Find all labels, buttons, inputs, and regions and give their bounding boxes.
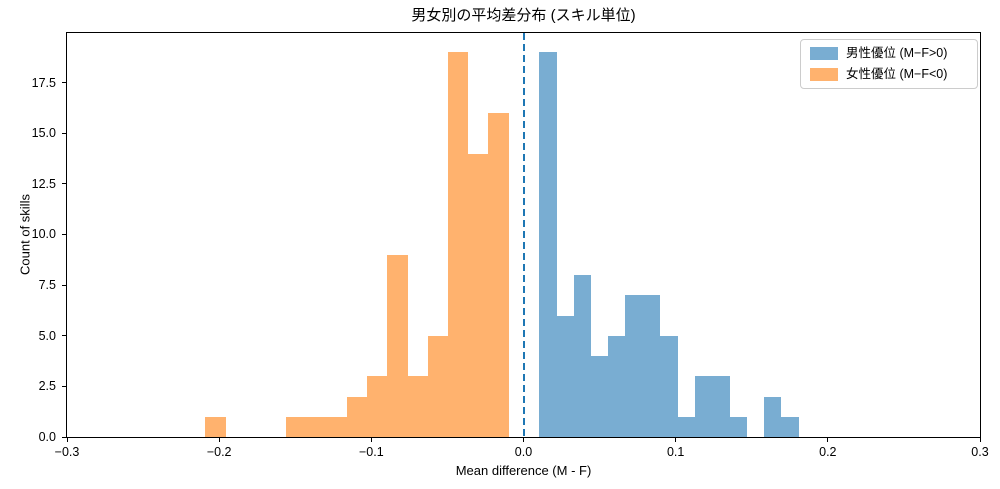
histogram-bar-male — [539, 52, 557, 437]
x-tick-mark — [523, 438, 524, 442]
y-tick-label: 0.0 — [38, 430, 56, 444]
x-tick-mark — [827, 438, 829, 442]
histogram-bar-female — [488, 113, 509, 437]
histogram-bar-male — [677, 416, 695, 437]
histogram-bar-female — [468, 153, 489, 437]
y-tick-mark — [62, 233, 66, 235]
x-tick-label: 0.1 — [666, 445, 685, 459]
histogram-bar-female — [407, 376, 429, 437]
histogram-bar-female — [326, 416, 348, 437]
y-tick-label: 10.0 — [31, 227, 56, 242]
y-tick-mark — [62, 183, 66, 185]
histogram-bar-male — [660, 335, 678, 437]
histogram-bar-male — [694, 376, 713, 437]
y-tick-label: 2.5 — [38, 379, 56, 394]
histogram-bar-female — [285, 416, 307, 437]
histogram-bar-female — [447, 52, 469, 437]
x-tick-mark — [218, 438, 220, 442]
histogram-bar-female — [306, 416, 327, 437]
histogram-bar-male — [729, 416, 747, 437]
legend: 男性優位 (M−F>0) 女性優位 (M−F<0) — [800, 39, 978, 89]
x-tick-label: −0.3 — [54, 445, 80, 459]
x-tick-mark — [370, 438, 372, 442]
x-tick-label: 0.3 — [971, 445, 989, 459]
y-tick-mark — [62, 132, 66, 134]
histogram-bar-male — [711, 376, 730, 437]
histogram-bar-female — [427, 335, 449, 437]
y-tick-mark — [62, 335, 66, 337]
histogram-bar-male — [781, 416, 799, 437]
plot-area — [66, 32, 981, 438]
histogram-bar-male — [763, 396, 782, 437]
x-tick-mark — [675, 438, 677, 442]
histogram-bar-male — [608, 335, 626, 437]
x-tick-label: 0.0 — [514, 445, 533, 459]
histogram-bar-male — [590, 356, 609, 437]
legend-swatch-female — [810, 68, 838, 81]
y-tick-label: 17.5 — [31, 75, 56, 90]
x-axis-label: Mean difference (M - F) — [455, 463, 592, 478]
legend-label-male: 男性優位 (M−F>0) — [846, 46, 948, 60]
y-axis-label: Count of skills — [17, 194, 33, 275]
y-tick-label: 5.0 — [38, 328, 56, 343]
histogram-bar-male — [625, 295, 644, 437]
legend-item-female: 女性優位 (M−F<0) — [810, 67, 968, 82]
y-tick-label: 15.0 — [31, 126, 56, 141]
histogram-bar-female — [387, 254, 408, 437]
y-tick-mark — [62, 284, 66, 286]
histogram-bar-male — [642, 295, 661, 437]
x-tick-mark — [66, 438, 68, 442]
x-tick-label: −0.1 — [358, 445, 384, 459]
y-tick-label: 7.5 — [38, 278, 56, 293]
y-tick-mark — [62, 82, 66, 84]
histogram-bar-male — [573, 275, 592, 437]
legend-swatch-male — [810, 47, 838, 60]
y-tick-label: 12.5 — [31, 176, 56, 191]
histogram-bar-male — [556, 315, 574, 437]
histogram-bar-female — [346, 396, 368, 437]
histogram-bar-female — [366, 376, 388, 437]
legend-label-female: 女性優位 (M−F<0) — [846, 67, 948, 81]
x-tick-mark — [979, 438, 981, 442]
legend-item-male: 男性優位 (M−F>0) — [810, 46, 968, 61]
chart-title: 男女別の平均差分布 (スキル単位) — [411, 7, 636, 24]
zero-reference-line — [522, 33, 525, 437]
y-tick-mark — [62, 385, 66, 387]
y-tick-mark — [62, 436, 66, 438]
x-tick-label: −0.2 — [206, 445, 232, 459]
histogram-bar-female — [205, 416, 226, 437]
x-tick-label: 0.2 — [819, 445, 837, 459]
